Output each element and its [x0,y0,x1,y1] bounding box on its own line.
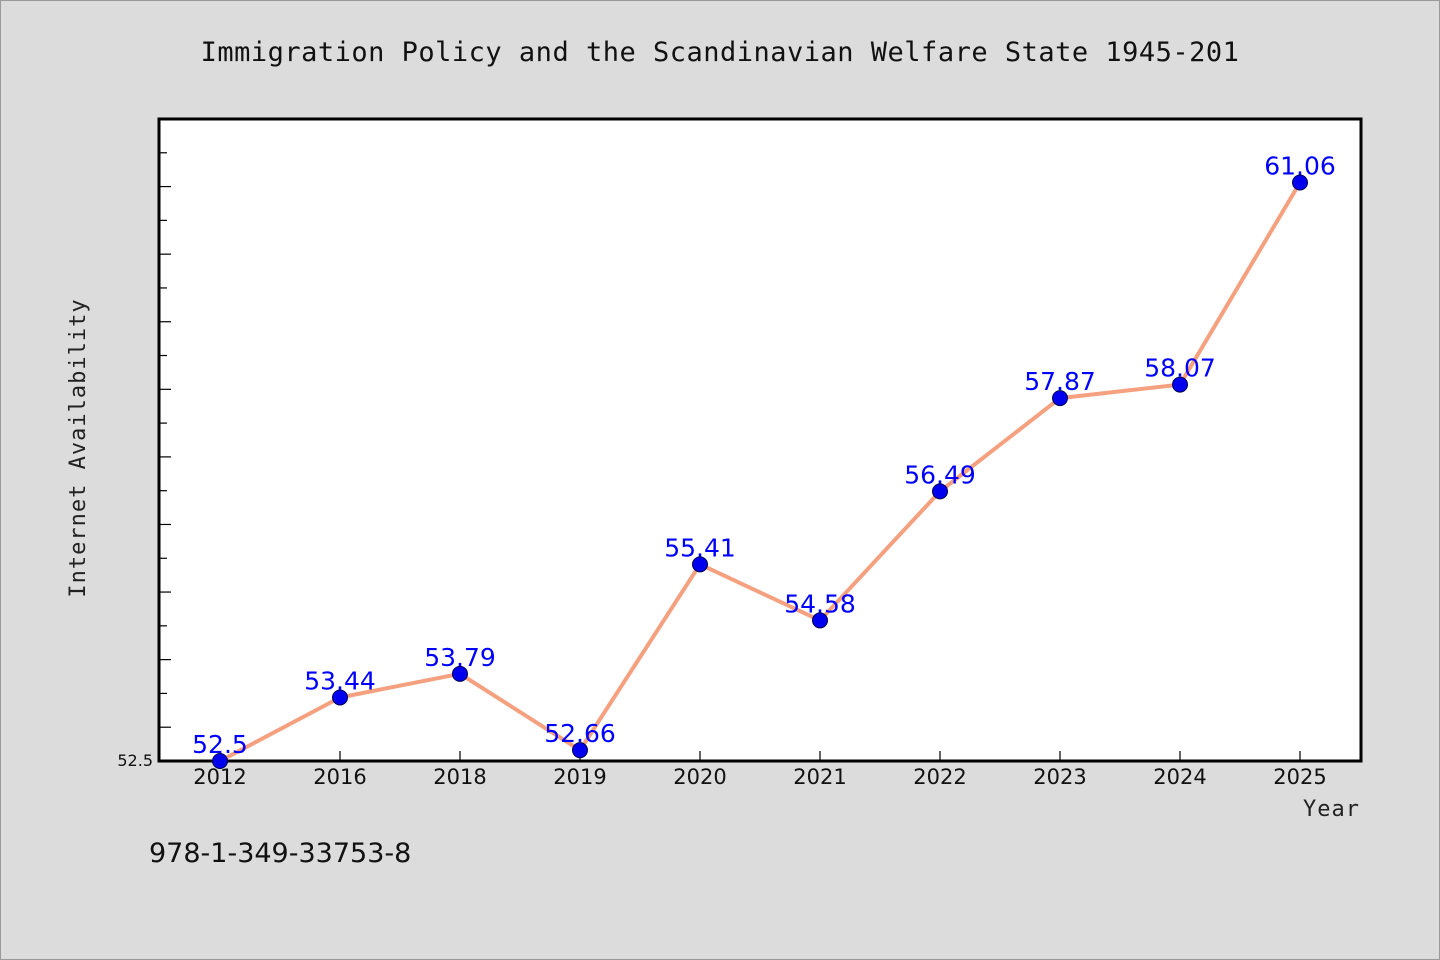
series-line-group [218,180,1302,763]
x-tick-label: 2018 [433,765,486,789]
data-point [572,742,588,759]
data-label: 56.49 [904,460,976,489]
data-labels: 52.5 53.44 53.79 52.66 55.41 54.58 56.49 57.87 5… [192,152,1336,759]
data-label: 53.79 [424,643,496,672]
data-point [452,665,468,682]
data-point [1172,376,1188,393]
data-label: 55.41 [664,533,736,562]
x-tick-label: 2020 [673,765,726,789]
data-point [692,556,708,573]
x-tick-label: 2022 [913,765,966,789]
series-line [218,180,1302,763]
data-label: 52.66 [544,719,616,748]
y-axis-label: Internet Availability [66,298,91,597]
x-tick-labels: 2012 2016 2018 2019 2020 2021 2022 2023 2024 2025 [193,765,1326,789]
x-tick-label: 2024 [1153,765,1206,789]
x-tick-label: 2025 [1273,765,1326,789]
data-point [332,689,348,706]
data-label: 52.5 [192,730,248,759]
data-point [1292,174,1308,191]
data-label: 53.44 [304,666,376,695]
data-markers [212,174,1308,769]
data-point [932,483,948,500]
x-tick-label: 2021 [793,765,846,789]
y-tick-label: 52.5 [117,751,153,770]
chart-title: Immigration Policy and the Scandinavian … [201,37,1240,68]
data-label: 61.06 [1264,152,1336,181]
data-label: 54.58 [784,589,856,618]
x-tick-label: 2019 [553,765,606,789]
x-tick-label: 2016 [313,765,366,789]
x-tick-label: 2023 [1033,765,1086,789]
x-axis-label: Year [1303,797,1360,822]
data-point [212,753,228,769]
data-label: 58.07 [1144,354,1216,383]
data-label: 57.87 [1024,367,1096,396]
plot-area [157,117,1363,763]
data-point [1052,390,1068,407]
isbn-text: 978-1-349-33753-8 [149,838,411,869]
data-point [812,612,828,629]
y-axis-ticks [159,152,171,728]
